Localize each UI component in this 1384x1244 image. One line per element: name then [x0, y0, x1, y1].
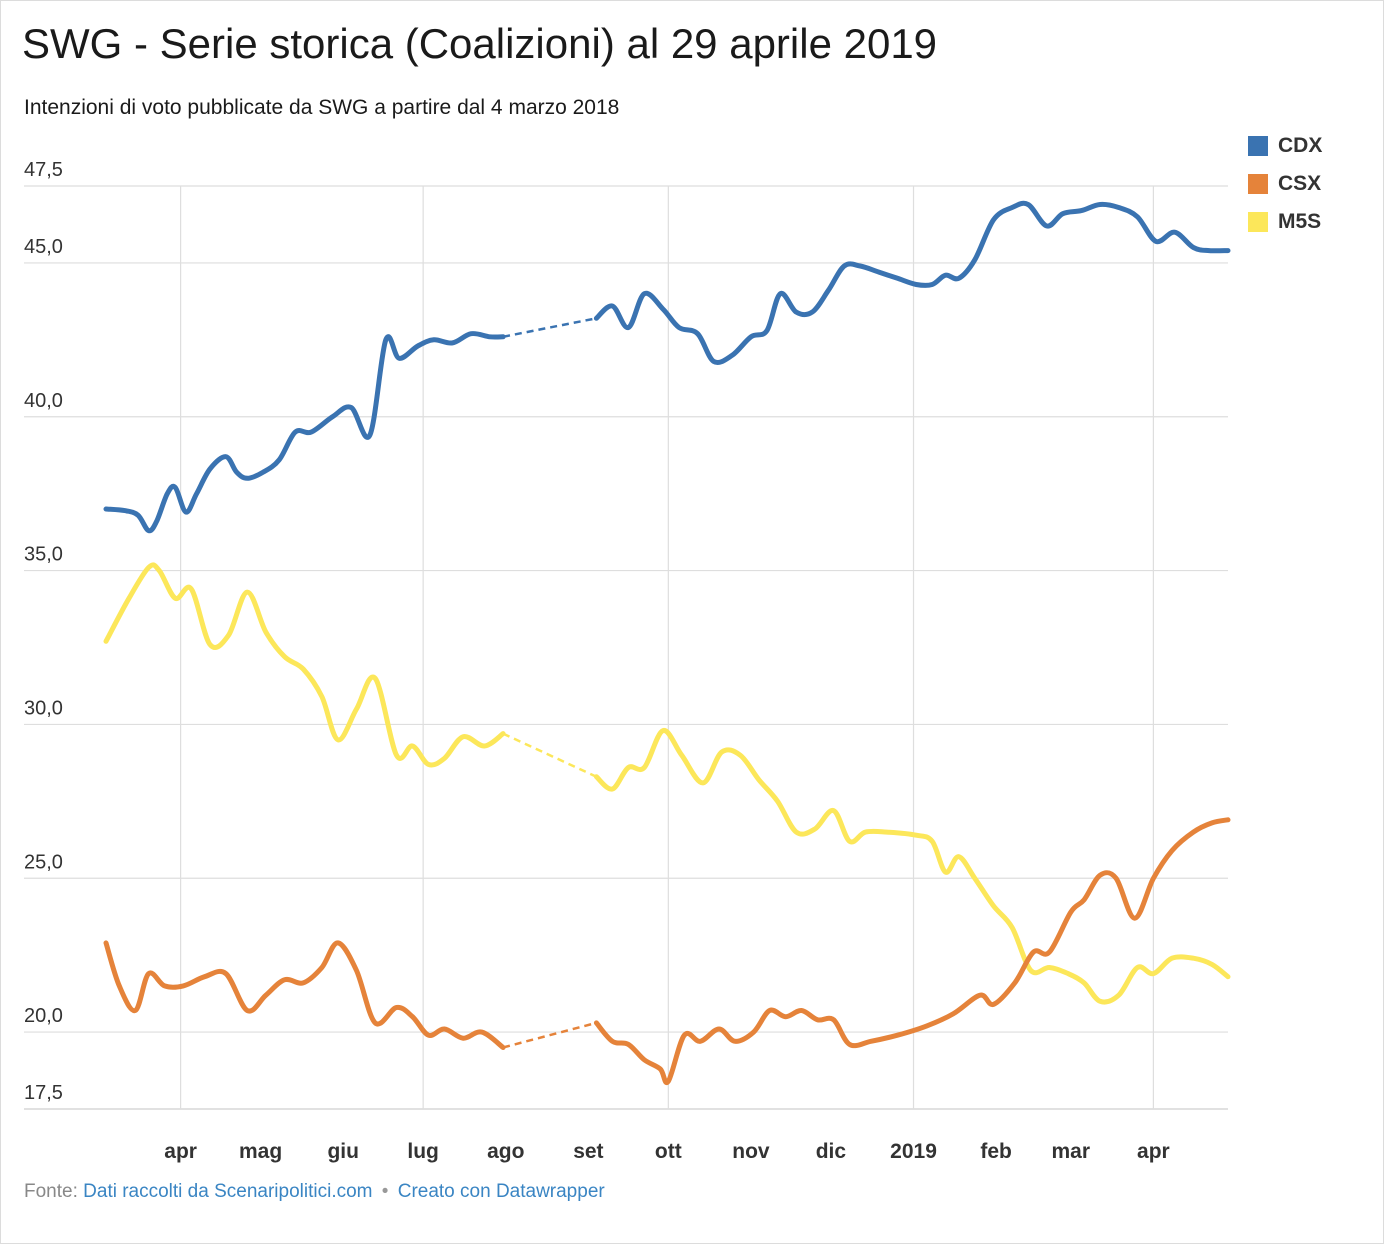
legend-item-m5s[interactable]: M5S: [1248, 203, 1322, 241]
series-line-csx-part2[interactable]: [593, 817, 1231, 1086]
y-tick-label: 35,0: [24, 544, 63, 566]
source-link[interactable]: Dati raccolti da Scenaripolitici.com: [83, 1181, 373, 1202]
legend-swatch-csx: [1248, 174, 1268, 194]
y-tick-label: 17,5: [24, 1082, 63, 1104]
x-tick-label: giu: [327, 1140, 359, 1163]
chart-title: SWG - Serie storica (Coalizioni) al 29 a…: [22, 20, 938, 67]
series-line-csx-part1[interactable]: [103, 940, 506, 1050]
x-tick-label: set: [573, 1140, 603, 1163]
grid-lines: [24, 185, 1228, 1110]
x-tick-label: apr: [1137, 1140, 1170, 1163]
series-gap-m5s: [502, 732, 597, 778]
series-lines: [103, 200, 1231, 1086]
x-tick-label: lug: [407, 1140, 439, 1163]
legend-swatch-m5s: [1248, 212, 1268, 232]
legend-label-csx: CSX: [1278, 172, 1322, 195]
y-tick-label: 47,5: [24, 159, 63, 181]
x-tick-label: dic: [816, 1140, 847, 1163]
series-gap-csx: [502, 1021, 597, 1049]
y-axis-ticks: 47,5 45,0 40,0 35,0 30,0 25,0 20,0 17,5: [24, 159, 63, 1104]
x-axis-ticks: apr mag giu lug ago set ott nov dic 2019 feb mar apr: [164, 1140, 1169, 1163]
footer-source-prefix: Fonte:: [24, 1181, 78, 1202]
y-tick-label: 30,0: [24, 697, 63, 719]
footer: Fonte: Dati raccolti da Scenaripolitici.…: [24, 1181, 605, 1203]
legend-label-cdx: CDX: [1278, 134, 1323, 157]
series-line-m5s-part2[interactable]: [593, 728, 1231, 1005]
datawrapper-link[interactable]: Creato con Datawrapper: [397, 1181, 605, 1202]
x-tick-label: nov: [732, 1140, 770, 1163]
x-tick-label: feb: [980, 1140, 1012, 1163]
y-tick-label: 25,0: [24, 851, 63, 873]
series-line-cdx-part2[interactable]: [593, 200, 1231, 366]
y-tick-label: 45,0: [24, 236, 63, 258]
x-tick-label: mag: [239, 1140, 282, 1163]
x-tick-label: ott: [655, 1140, 682, 1163]
legend-item-cdx[interactable]: CDX: [1248, 127, 1322, 165]
x-tick-label: ago: [487, 1140, 524, 1163]
footer-separator: •: [381, 1181, 389, 1202]
y-tick-label: 40,0: [24, 390, 63, 412]
chart-subtitle: Intenzioni di voto pubblicate da SWG a p…: [24, 96, 620, 119]
series-line-m5s-part1[interactable]: [103, 562, 506, 768]
x-tick-label: 2019: [890, 1140, 937, 1163]
x-tick-label: apr: [164, 1140, 197, 1163]
y-tick-label: 20,0: [24, 1005, 63, 1027]
series-gap-cdx: [502, 317, 597, 338]
x-tick-label: mar: [1051, 1140, 1090, 1163]
legend-swatch-cdx: [1248, 136, 1268, 156]
legend-item-csx[interactable]: CSX: [1248, 165, 1322, 203]
legend: CDX CSX M5S: [1248, 127, 1322, 241]
legend-label-m5s: M5S: [1278, 210, 1322, 233]
series-line-cdx-part1[interactable]: [103, 331, 506, 534]
